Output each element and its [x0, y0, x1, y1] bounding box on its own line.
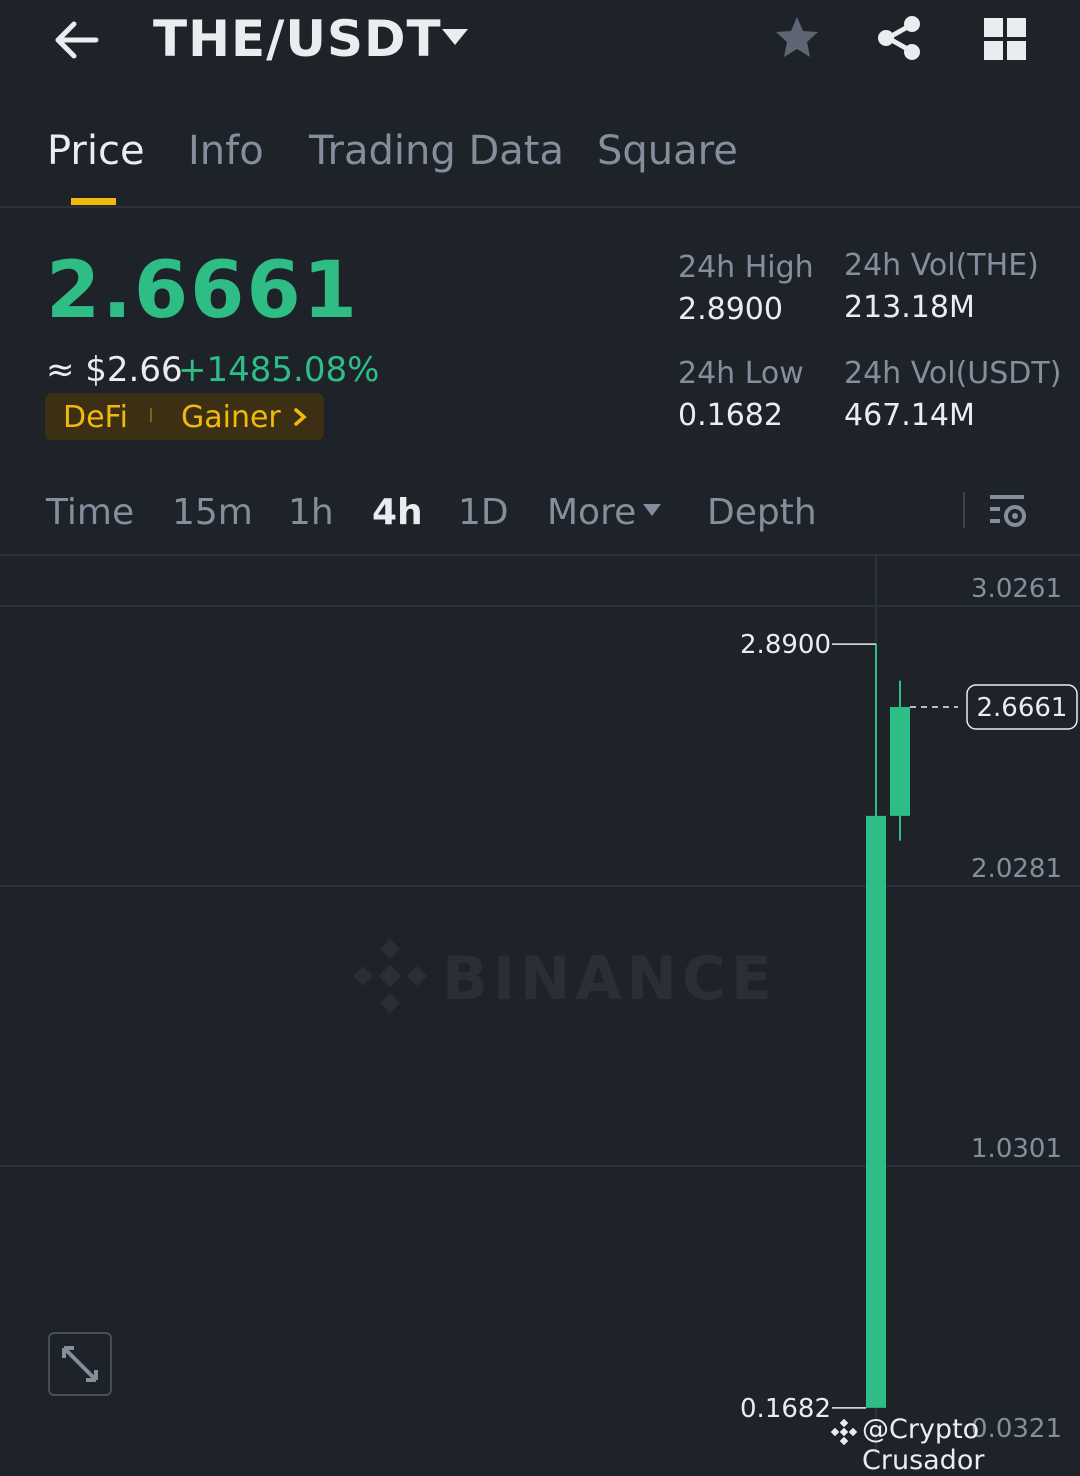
- divider: [963, 492, 965, 528]
- stat-vol-base-value: 213.18M: [844, 290, 975, 325]
- tag-separator: [150, 408, 152, 422]
- chart-settings-icon[interactable]: [986, 490, 1028, 532]
- expand-button[interactable]: [48, 1332, 112, 1396]
- interval-1h[interactable]: 1h: [288, 492, 334, 533]
- high-marker-label: 2.8900: [740, 630, 831, 660]
- interval-more[interactable]: More: [547, 492, 637, 533]
- stat-vol-quote-value: 467.14M: [844, 398, 975, 433]
- expand-icon: [62, 1346, 98, 1382]
- interval-depth[interactable]: Depth: [707, 492, 817, 533]
- stat-high-value: 2.8900: [678, 292, 783, 327]
- back-arrow-icon[interactable]: [50, 16, 102, 64]
- caret-down-icon[interactable]: [440, 26, 470, 48]
- divider: [0, 206, 1080, 208]
- chevron-right-icon[interactable]: [292, 406, 308, 428]
- stat-low-label: 24h Low: [678, 356, 804, 391]
- active-tab-indicator: [71, 198, 116, 205]
- grid-icon[interactable]: [982, 16, 1028, 62]
- last-price-box: [966, 684, 1078, 730]
- stat-low-value: 0.1682: [678, 398, 783, 433]
- star-icon[interactable]: [773, 14, 821, 62]
- caret-down-icon[interactable]: [642, 503, 662, 517]
- interval-15m[interactable]: 15m: [172, 492, 253, 533]
- interval-1d[interactable]: 1D: [458, 492, 509, 533]
- tab-info[interactable]: Info: [188, 128, 264, 174]
- approx-usd-price: ≈ $2.66: [46, 350, 183, 390]
- last-price-label: 2.6661: [977, 693, 1068, 723]
- price-chart[interactable]: 3.0261 2.0281 1.0301 0.0321 2.8900 0.1682 2.66…: [0, 556, 1080, 1455]
- y-tick-label: 0.0321: [971, 1414, 1062, 1444]
- candle-body: [890, 707, 910, 816]
- credit-logo-icon: [830, 1418, 858, 1446]
- stat-vol-base-label: 24h Vol(THE): [844, 248, 1039, 283]
- interval-time[interactable]: Time: [46, 492, 135, 533]
- price-change-percent: +1485.08%: [178, 350, 380, 390]
- interval-4h[interactable]: 4h: [372, 492, 423, 533]
- candle-body: [866, 815, 886, 1408]
- divider: [0, 554, 1080, 556]
- stat-vol-quote-label: 24h Vol(USDT): [844, 356, 1062, 391]
- share-icon[interactable]: [875, 14, 923, 62]
- credit-text: @Crypto Crusador: [862, 1414, 985, 1476]
- stat-high-label: 24h High: [678, 250, 814, 285]
- tags-chip[interactable]: [45, 393, 324, 440]
- y-tick-label: 3.0261: [971, 574, 1062, 604]
- tab-square[interactable]: Square: [597, 128, 738, 174]
- y-tick-label: 2.0281: [971, 854, 1062, 884]
- low-marker-label: 0.1682: [740, 1394, 831, 1424]
- binance-logo-icon: [353, 939, 427, 1013]
- watermark: BINANCE: [442, 944, 777, 1014]
- pair-title[interactable]: THE/USDT: [153, 10, 442, 68]
- tab-trading-data[interactable]: Trading Data: [309, 128, 564, 174]
- tab-price[interactable]: Price: [47, 128, 145, 174]
- tag-defi[interactable]: DeFi: [63, 400, 128, 435]
- y-tick-label: 1.0301: [971, 1134, 1062, 1164]
- last-price: 2.6661: [46, 246, 359, 336]
- tag-gainer[interactable]: Gainer: [181, 400, 281, 435]
